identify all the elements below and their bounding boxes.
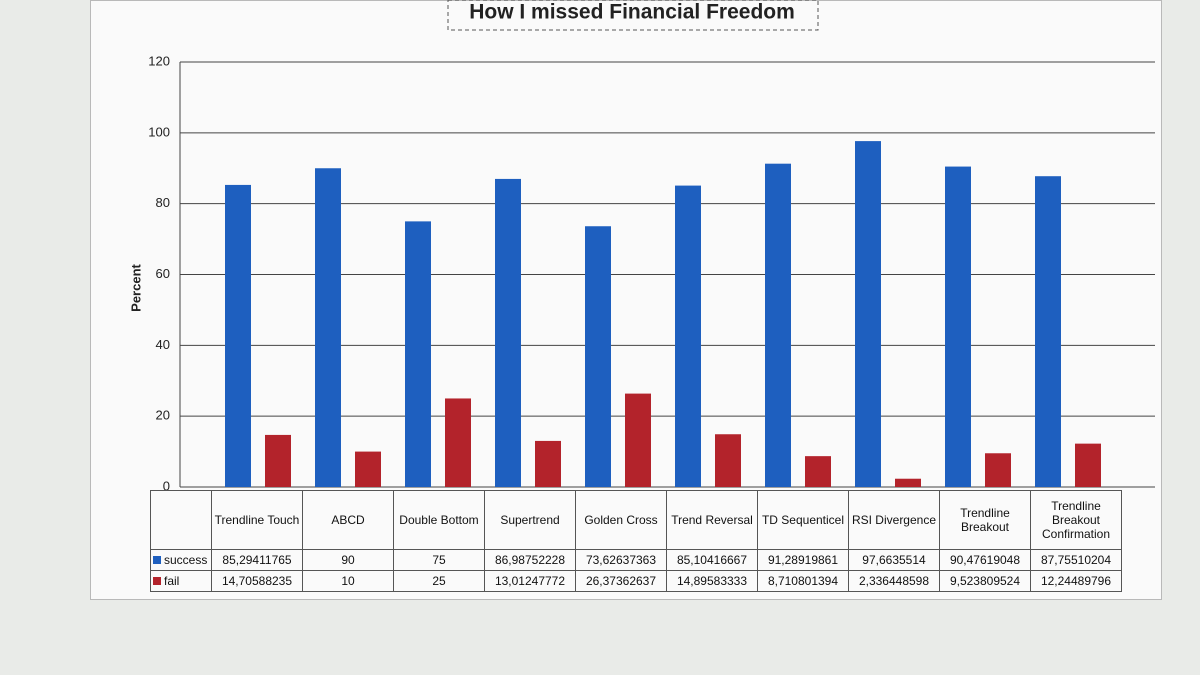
- x-tick-label: Trendline Breakout: [939, 490, 1031, 550]
- data-label: 97,6635514: [848, 549, 940, 571]
- table-row: success 85,29411765 90 75 86,98752228 73,6263…: [150, 549, 1122, 571]
- bar: [945, 166, 971, 488]
- data-table: Trendline Touch ABCD Double Bottom Supertre…: [150, 490, 1122, 592]
- legend-swatch: [153, 556, 161, 564]
- legend-entry: fail: [150, 570, 212, 592]
- data-label: 85,29411765: [211, 549, 303, 571]
- y-tick-label: 80: [156, 195, 170, 210]
- bar: [265, 434, 291, 487]
- data-label: 25: [393, 570, 485, 592]
- data-label: 9,523809524: [939, 570, 1031, 592]
- table-corner: [150, 490, 212, 550]
- data-label: 86,98752228: [484, 549, 576, 571]
- legend-swatch: [153, 577, 161, 585]
- data-label: 14,89583333: [666, 570, 758, 592]
- legend-label: success: [164, 553, 208, 567]
- bar: [855, 141, 881, 487]
- data-label: 8,710801394: [757, 570, 849, 592]
- title-frame: [447, 0, 819, 31]
- bar: [1035, 176, 1061, 487]
- x-tick-label: TD Sequenticel: [757, 490, 849, 550]
- bar: [1075, 443, 1101, 487]
- bar: [355, 451, 381, 487]
- data-label: 90,47619048: [939, 549, 1031, 571]
- bar: [445, 398, 471, 487]
- data-label: 13,01247772: [484, 570, 576, 592]
- data-label: 14,70588235: [211, 570, 303, 592]
- bar: [625, 393, 651, 487]
- table-row: fail 14,70588235 10 25 13,01247772 26,3736263…: [150, 570, 1122, 592]
- x-tick-label: ABCD: [302, 490, 394, 550]
- bar: [225, 184, 251, 487]
- y-tick-label: 100: [148, 124, 170, 139]
- y-tick-label: 20: [156, 408, 170, 423]
- x-tick-label: Double Bottom: [393, 490, 485, 550]
- data-label: 12,24489796: [1030, 570, 1122, 592]
- bar: [805, 456, 831, 487]
- bar: [715, 434, 741, 487]
- bar: [985, 453, 1011, 487]
- x-tick-label: Trend Reversal: [666, 490, 758, 550]
- data-label: 10: [302, 570, 394, 592]
- bar: [895, 478, 921, 487]
- data-label: 91,28919861: [757, 549, 849, 571]
- x-tick-label: Supertrend: [484, 490, 576, 550]
- x-tick-label: Trendline Touch: [211, 490, 303, 550]
- y-axis-label: Percent: [128, 263, 143, 311]
- y-tick-label: 40: [156, 337, 170, 352]
- chart-title: How I missed Financial Freedom: [469, 1, 795, 24]
- bar: [405, 221, 431, 487]
- bar: [315, 168, 341, 487]
- legend-entry: success: [150, 549, 212, 571]
- y-tick-label: 60: [156, 266, 170, 281]
- bar: [765, 163, 791, 487]
- y-tick-label: 120: [148, 53, 170, 68]
- data-label: 85,10416667: [666, 549, 758, 571]
- bar: [535, 440, 561, 487]
- x-tick-label: Trendline Breakout Confirmation: [1030, 490, 1122, 550]
- y-tick-label: 0: [163, 478, 170, 493]
- data-label: 75: [393, 549, 485, 571]
- data-label: 87,75510204: [1030, 549, 1122, 571]
- legend-label: fail: [164, 574, 180, 588]
- bar: [675, 185, 701, 487]
- data-label: 2,336448598: [848, 570, 940, 592]
- data-label: 90: [302, 549, 394, 571]
- data-label: 26,37362637: [575, 570, 667, 592]
- x-tick-label: RSI Divergence: [848, 490, 940, 550]
- bar: [495, 178, 521, 487]
- data-label: 73,62637363: [575, 549, 667, 571]
- table-header-row: Trendline Touch ABCD Double Bottom Supertre…: [150, 490, 1122, 550]
- bar: [585, 226, 611, 487]
- x-tick-label: Golden Cross: [575, 490, 667, 550]
